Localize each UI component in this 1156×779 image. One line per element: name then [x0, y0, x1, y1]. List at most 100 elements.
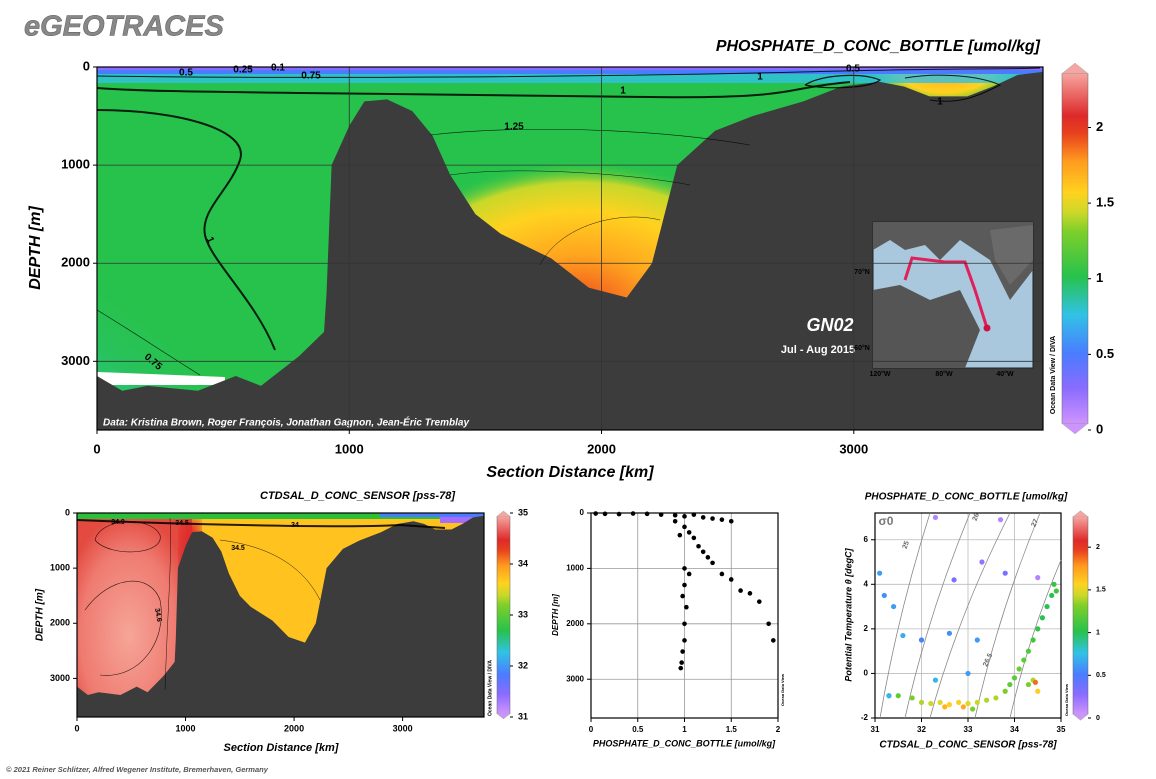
x-tick-label: 2000	[284, 723, 304, 733]
contour-label: 1	[204, 235, 217, 245]
data-point	[684, 604, 689, 610]
y-tick-label: 1000	[566, 564, 584, 573]
data-point	[700, 515, 706, 520]
x-tick-label: 0	[74, 723, 79, 733]
side-label: Ocean Data View / DIVA	[487, 660, 493, 716]
map-inset	[872, 221, 1034, 369]
side-label: Ocean Data View	[1064, 683, 1069, 716]
data-point	[691, 512, 697, 517]
data-point	[965, 700, 971, 707]
contour-label: 0.1	[271, 63, 285, 74]
contour-label: 1.25	[504, 122, 524, 133]
colorbar-tick-label: 0.5	[1096, 672, 1106, 679]
data-point	[602, 511, 608, 517]
colorbar-tick-label: 0	[1096, 421, 1103, 436]
x-tick-label: 3000	[393, 723, 413, 733]
data-point	[682, 582, 687, 588]
y-tick-label: 4	[864, 579, 869, 588]
data-point	[974, 637, 980, 643]
data-point	[710, 516, 715, 521]
data-point	[719, 517, 725, 522]
data-point	[700, 549, 706, 555]
data-point	[680, 649, 685, 654]
plot-frame	[590, 512, 779, 719]
axes: 0 1000 2000 3000 0 1000 2000 3000	[61, 58, 1044, 456]
x-tick-label: 1	[682, 725, 687, 734]
data-credit: Data: Kristina Brown, Roger François, Jo…	[103, 416, 469, 429]
data-point	[616, 511, 622, 517]
bathymetry	[77, 515, 484, 717]
data-point	[677, 532, 683, 538]
density-label: σ0	[879, 514, 894, 528]
x-tick-label: 3000	[839, 441, 868, 456]
data-point	[1035, 688, 1041, 694]
data-point	[1030, 637, 1036, 643]
field-surface	[97, 67, 1043, 70]
isopycnal	[929, 512, 1011, 719]
x-tick-label: 35	[1057, 725, 1066, 734]
data-point	[1025, 648, 1032, 654]
contour-label: 1	[620, 86, 626, 97]
contour-label: 34	[291, 522, 299, 529]
chart-title: PHOSPHATE_D_CONC_BOTTLE [umol/kg]	[716, 38, 1041, 55]
contour-label: 34.5	[175, 520, 189, 527]
colorbar-tick-label: 0.5	[1096, 346, 1114, 361]
y-tick-label: 3000	[566, 674, 584, 683]
contour-label: 60°N	[854, 344, 870, 352]
colorbar-end	[1061, 62, 1089, 74]
x-axis-label: Section Distance [km]	[224, 742, 339, 754]
data-point	[942, 704, 948, 710]
data-point	[932, 677, 939, 683]
data-point	[679, 660, 684, 665]
y-tick-label: 3000	[61, 353, 90, 368]
data-point	[932, 514, 939, 521]
data-point	[766, 621, 771, 627]
data-point	[678, 665, 684, 671]
data-point	[1053, 588, 1059, 594]
data-point	[644, 511, 650, 517]
contour-label: 26.5	[982, 652, 994, 667]
data-point	[937, 699, 943, 706]
data-point	[1025, 681, 1032, 688]
data-point	[984, 697, 990, 703]
plot-frame	[874, 512, 1062, 719]
x-axis-label: CTDSAL_D_CONC_SENSOR [pss-78]	[879, 740, 1057, 751]
contour-line	[96, 81, 851, 99]
map-route	[903, 256, 989, 329]
data-point	[682, 566, 687, 571]
data-point	[696, 543, 701, 549]
colorbar-tick-label: 1.5	[1096, 195, 1114, 210]
colorbar-tick-label: 0	[1096, 715, 1100, 722]
field-surface	[440, 517, 484, 523]
contour-line	[164, 517, 171, 691]
data-point	[1035, 626, 1041, 632]
x-tick-label: 34	[1010, 725, 1019, 734]
y-tick-label: 0	[864, 669, 869, 678]
y-tick-label: -2	[861, 713, 869, 722]
y-axis-label: DEPTH [m]	[35, 588, 46, 641]
data-point	[738, 588, 743, 593]
data-point	[951, 577, 957, 583]
contour-label: 1	[757, 72, 763, 83]
data-point	[686, 571, 692, 577]
data-point	[946, 630, 953, 636]
contour-line	[904, 74, 1002, 102]
contour-line	[96, 309, 201, 376]
data-point	[630, 511, 636, 516]
data-point	[719, 571, 725, 577]
data-point	[881, 592, 887, 599]
chart-title: CTDSAL_D_CONC_SENSOR [pss-78]	[260, 490, 455, 502]
data-point	[1032, 679, 1039, 685]
section-name: GN02	[806, 315, 853, 335]
map-land	[990, 225, 1033, 285]
chart-title: PHOSPHATE_D_CONC_BOTTLE [umol/kg]	[865, 492, 1068, 503]
y-tick-label: 1000	[61, 157, 90, 172]
data-point	[682, 524, 687, 530]
x-tick-label: 32	[917, 725, 926, 734]
x-tick-label: 31	[871, 725, 880, 734]
colorbar-tick-label: 2	[1096, 119, 1103, 134]
contour-label: 34.6	[153, 608, 162, 623]
data-point	[1007, 681, 1013, 688]
